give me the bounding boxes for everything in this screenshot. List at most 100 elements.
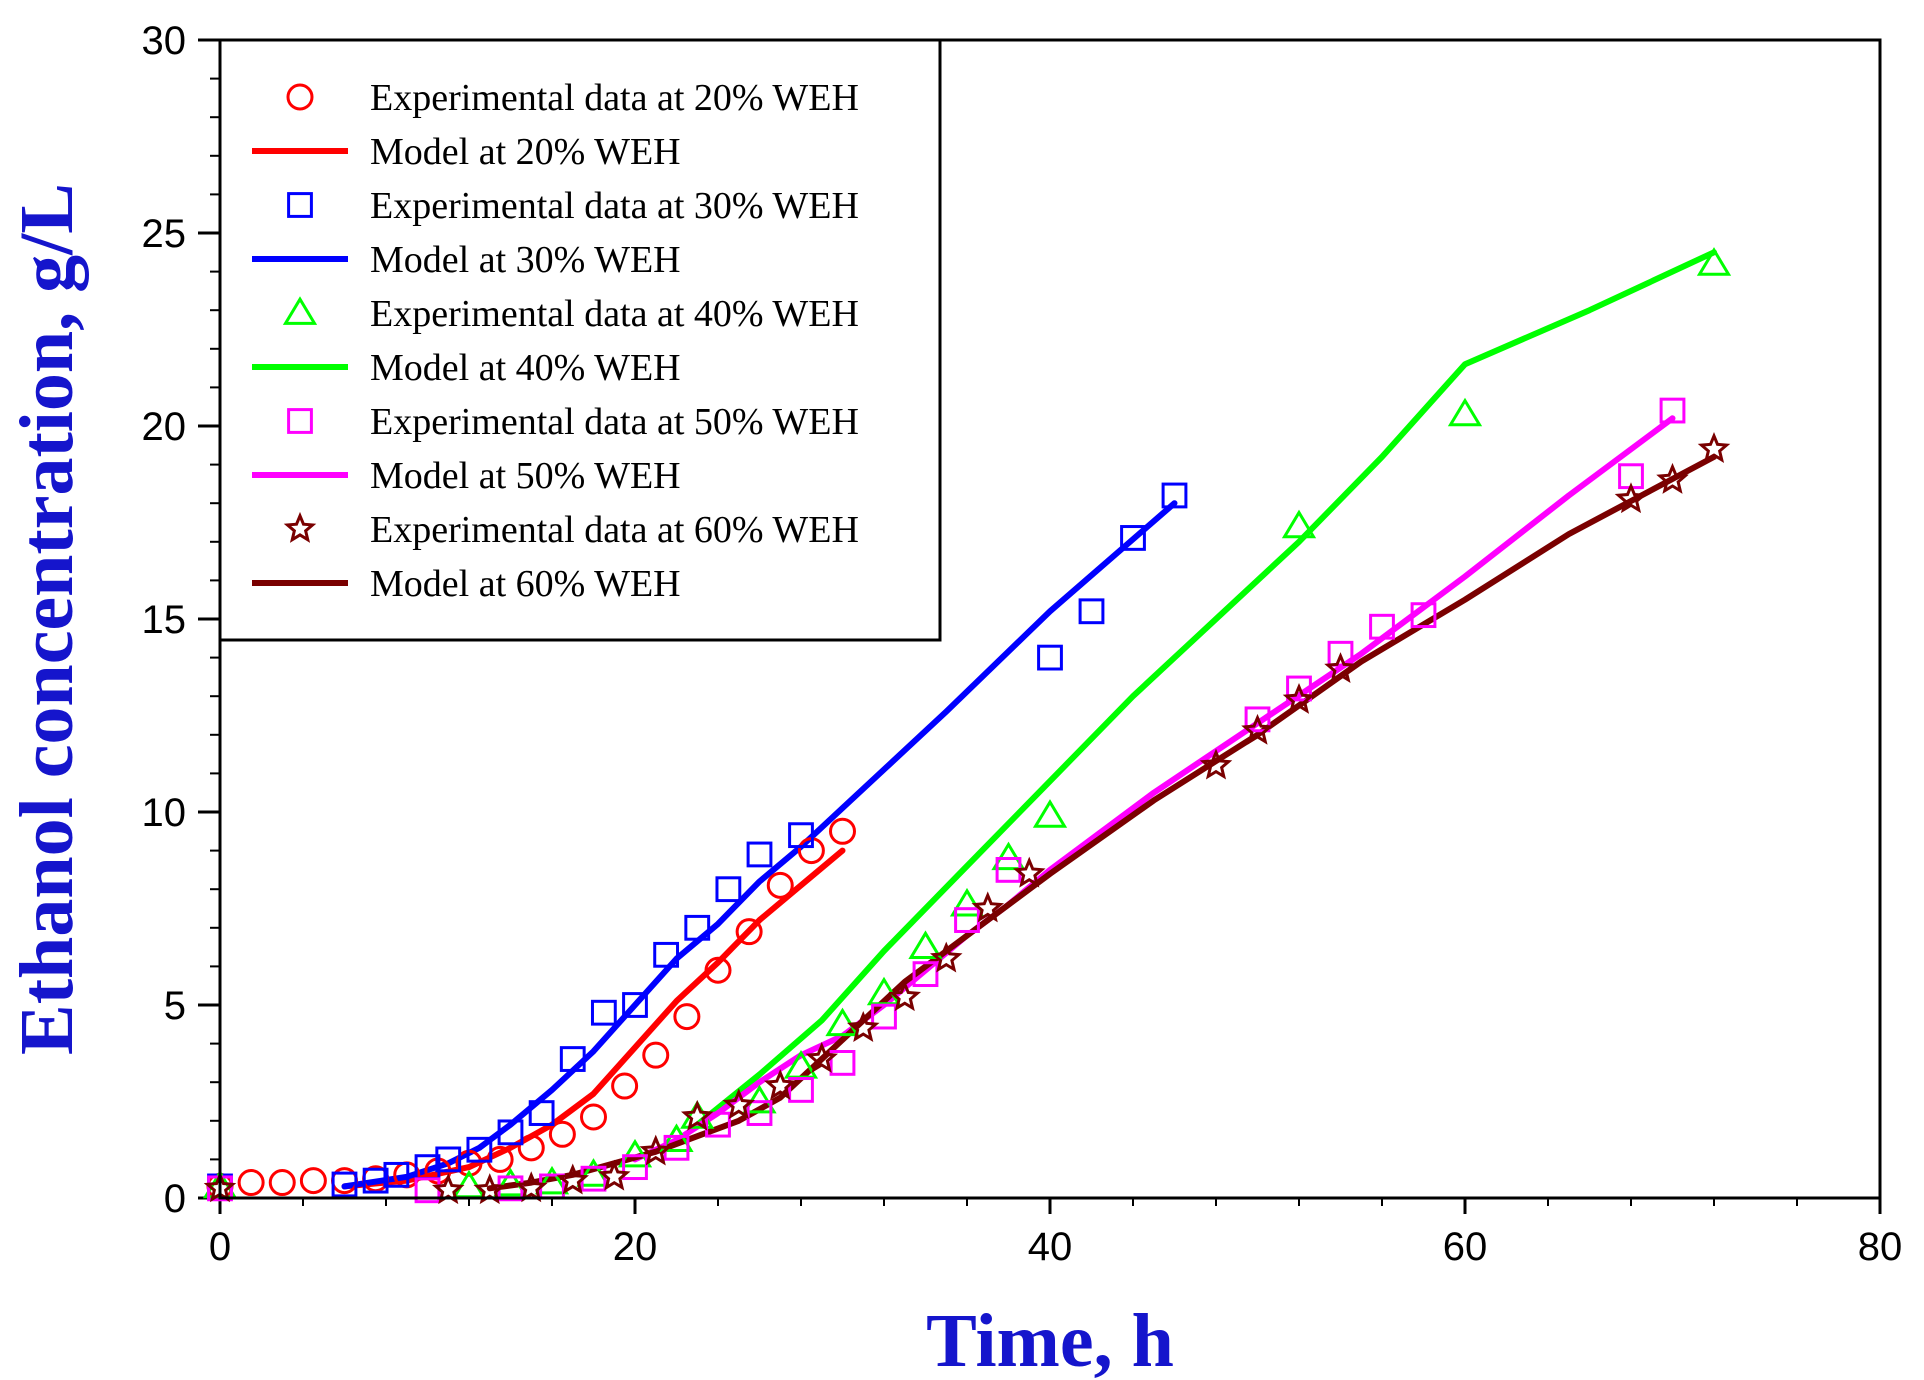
- data-point-series-0: [642, 1041, 670, 1069]
- data-point-series-8: [763, 1068, 797, 1100]
- data-point-series-2: [788, 822, 814, 849]
- data-point-series-6: [746, 1100, 773, 1126]
- data-point-series-8: [888, 980, 922, 1012]
- legend-label: Model at 60% WEH: [370, 563, 681, 605]
- data-point-series-0: [766, 871, 794, 899]
- data-point-series-0: [580, 1103, 607, 1131]
- data-point-series-0: [829, 817, 856, 845]
- data-point-series-4: [1696, 247, 1732, 276]
- data-point-series-4: [617, 1138, 653, 1168]
- data-point-series-8: [597, 1159, 631, 1191]
- data-point-series-8: [929, 941, 963, 973]
- data-point-series-0: [611, 1072, 639, 1100]
- data-point-series-4: [742, 1084, 777, 1114]
- data-point-series-2: [1161, 482, 1188, 509]
- legend-label: Experimental data at 60% WEH: [370, 509, 859, 551]
- legend-label: Model at 30% WEH: [370, 239, 681, 281]
- data-point-series-6: [1327, 640, 1354, 667]
- data-point-series-8: [431, 1173, 465, 1205]
- model-line-series-9: [486, 453, 1717, 1192]
- data-point-series-8: [971, 891, 1005, 923]
- legend-label: Experimental data at 40% WEH: [370, 293, 859, 335]
- data-point-series-0: [486, 1145, 514, 1173]
- data-point-series-6: [829, 1050, 856, 1076]
- data-point-series-8: [722, 1088, 756, 1120]
- data-point-series-4: [949, 887, 985, 917]
- x-tick-label: 80: [1858, 1225, 1903, 1269]
- data-point-series-2: [435, 1146, 462, 1173]
- data-point-series-2: [362, 1167, 389, 1194]
- y-tick-label: 15: [142, 598, 187, 642]
- data-point-series-8: [556, 1163, 590, 1195]
- y-tick-label: 0: [164, 1177, 186, 1221]
- legend-box: [218, 38, 942, 642]
- y-tick-label: 30: [142, 19, 187, 63]
- data-point-series-2: [466, 1136, 493, 1163]
- data-point-series-8: [639, 1134, 673, 1166]
- data-point-series-6: [705, 1111, 731, 1138]
- data-point-series-2: [383, 1161, 410, 1188]
- legend-marker-swatch: [287, 192, 313, 218]
- data-point-series-8: [1656, 462, 1689, 494]
- data-point-series-2: [1078, 598, 1105, 625]
- legend-label: Experimental data at 20% WEH: [370, 77, 859, 119]
- data-point-series-6: [1286, 675, 1312, 702]
- data-point-series-2: [497, 1119, 524, 1146]
- axes-layer: 0 20 40 60 80 0 5 10 15 20 25 30: [142, 19, 1903, 1269]
- data-point-series-4: [825, 1007, 860, 1037]
- data-point-series-8: [680, 1099, 714, 1131]
- model-lines-layer: [341, 249, 1717, 1192]
- data-point-series-4: [908, 930, 943, 959]
- data-point-series-2: [528, 1100, 555, 1126]
- data-point-series-6: [871, 1003, 897, 1030]
- data-point-series-6: [1410, 602, 1437, 629]
- data-point-series-2: [559, 1046, 586, 1072]
- data-point-series-8: [1697, 432, 1731, 464]
- data-point-series-6: [1244, 706, 1271, 733]
- data-point-series-8: [1282, 682, 1316, 714]
- legend-marker-swatch: [282, 296, 318, 325]
- data-point-series-8: [1012, 856, 1046, 888]
- data-point-series-0: [237, 1169, 265, 1197]
- data-point-series-2: [715, 876, 742, 903]
- data-point-series-2: [684, 914, 711, 941]
- data-point-series-6: [1659, 397, 1686, 424]
- x-tick-label: 20: [613, 1225, 658, 1269]
- legend-label: Model at 50% WEH: [370, 455, 681, 497]
- data-point-series-2: [622, 992, 648, 1018]
- data-point-series-4: [1447, 397, 1483, 427]
- data-point-series-4: [680, 1100, 715, 1129]
- data-point-series-0: [735, 918, 763, 946]
- x-tick-label: 0: [209, 1225, 231, 1269]
- data-point-series-4: [1032, 799, 1068, 828]
- data-point-series-6: [788, 1077, 814, 1103]
- x-tick-label: 60: [1443, 1225, 1488, 1269]
- y-tick-label: 20: [142, 405, 187, 449]
- data-point-series-0: [299, 1167, 327, 1195]
- data-point-series-8: [514, 1171, 548, 1203]
- data-point-series-4: [1281, 509, 1317, 539]
- x-tick-label: 40: [1028, 1225, 1073, 1269]
- y-tick-label: 5: [164, 984, 186, 1028]
- legend-marker-swatch: [283, 511, 317, 543]
- data-point-series-6: [622, 1154, 648, 1181]
- data-point-series-4: [659, 1123, 694, 1152]
- legend-label: Model at 20% WEH: [370, 131, 681, 173]
- legend-label: Model at 40% WEH: [370, 347, 681, 389]
- data-point-series-4: [534, 1165, 570, 1195]
- data-point-series-0: [704, 956, 732, 984]
- data-point-series-8: [1241, 713, 1274, 745]
- data-point-series-6: [912, 961, 939, 988]
- data-point-series-2: [1037, 644, 1063, 671]
- legend: Experimental data at 20% WEH Model at 20%…: [218, 38, 942, 642]
- data-point-series-0: [548, 1120, 576, 1148]
- y-axis-title: Ethanol concentration, g/L: [5, 183, 89, 1055]
- data-point-series-0: [673, 1003, 701, 1031]
- data-point-series-0: [517, 1134, 545, 1162]
- data-point-series-2: [590, 999, 617, 1026]
- data-point-series-2: [1120, 525, 1146, 551]
- data-point-series-8: [473, 1173, 507, 1205]
- data-point-series-8: [1324, 652, 1357, 684]
- data-point-series-8: [846, 1011, 880, 1043]
